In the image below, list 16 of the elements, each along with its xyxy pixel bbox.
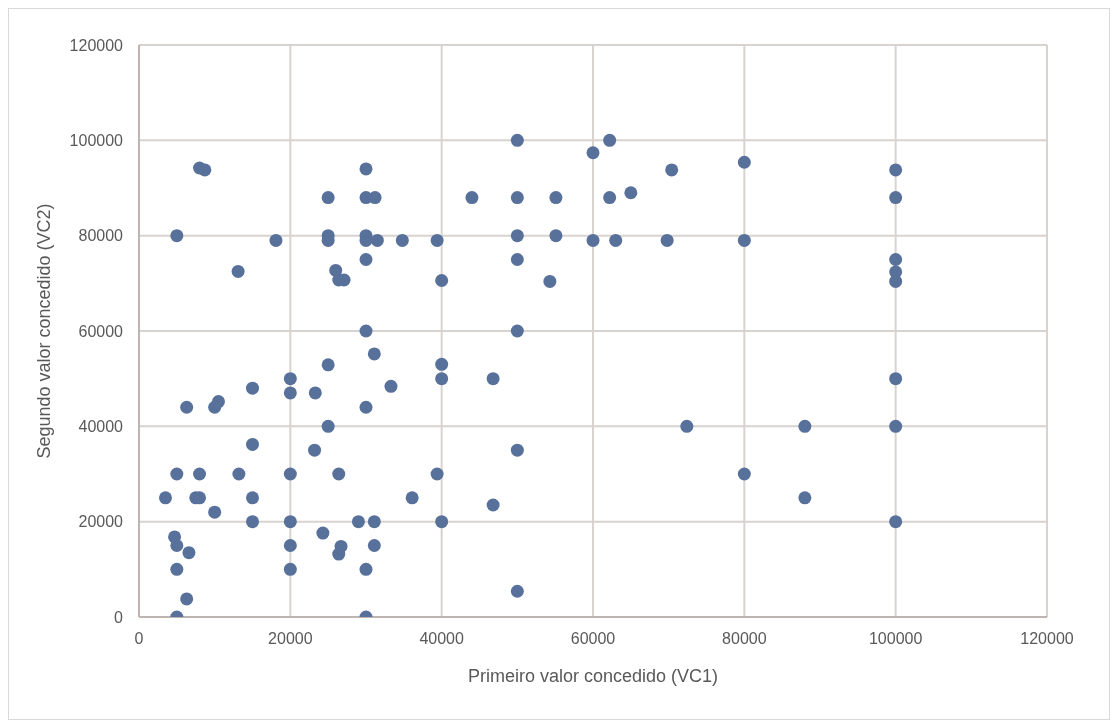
- x-tick-label: 0: [134, 630, 144, 648]
- x-axis-title: Primeiro valor concedido (VC1): [467, 666, 719, 686]
- y-tick-label: 0: [114, 608, 124, 626]
- y-tick-label: 40000: [78, 418, 124, 436]
- y-axis-title: Segundo valor concedido (VC2): [34, 203, 55, 459]
- x-tick-label: 60000: [570, 630, 616, 648]
- x-tick-label: 20000: [268, 630, 313, 648]
- x-tick-label: 80000: [722, 630, 767, 648]
- x-tick-label: 120000: [1020, 630, 1074, 648]
- x-tick-label: 100000: [868, 630, 923, 648]
- y-tick-label: 20000: [78, 513, 124, 531]
- y-tick-label: 120000: [69, 36, 124, 54]
- x-tick-label: 40000: [419, 630, 465, 648]
- y-tick-label: 80000: [78, 227, 124, 245]
- y-tick-label: 60000: [78, 322, 124, 340]
- y-tick-label: 100000: [69, 132, 124, 150]
